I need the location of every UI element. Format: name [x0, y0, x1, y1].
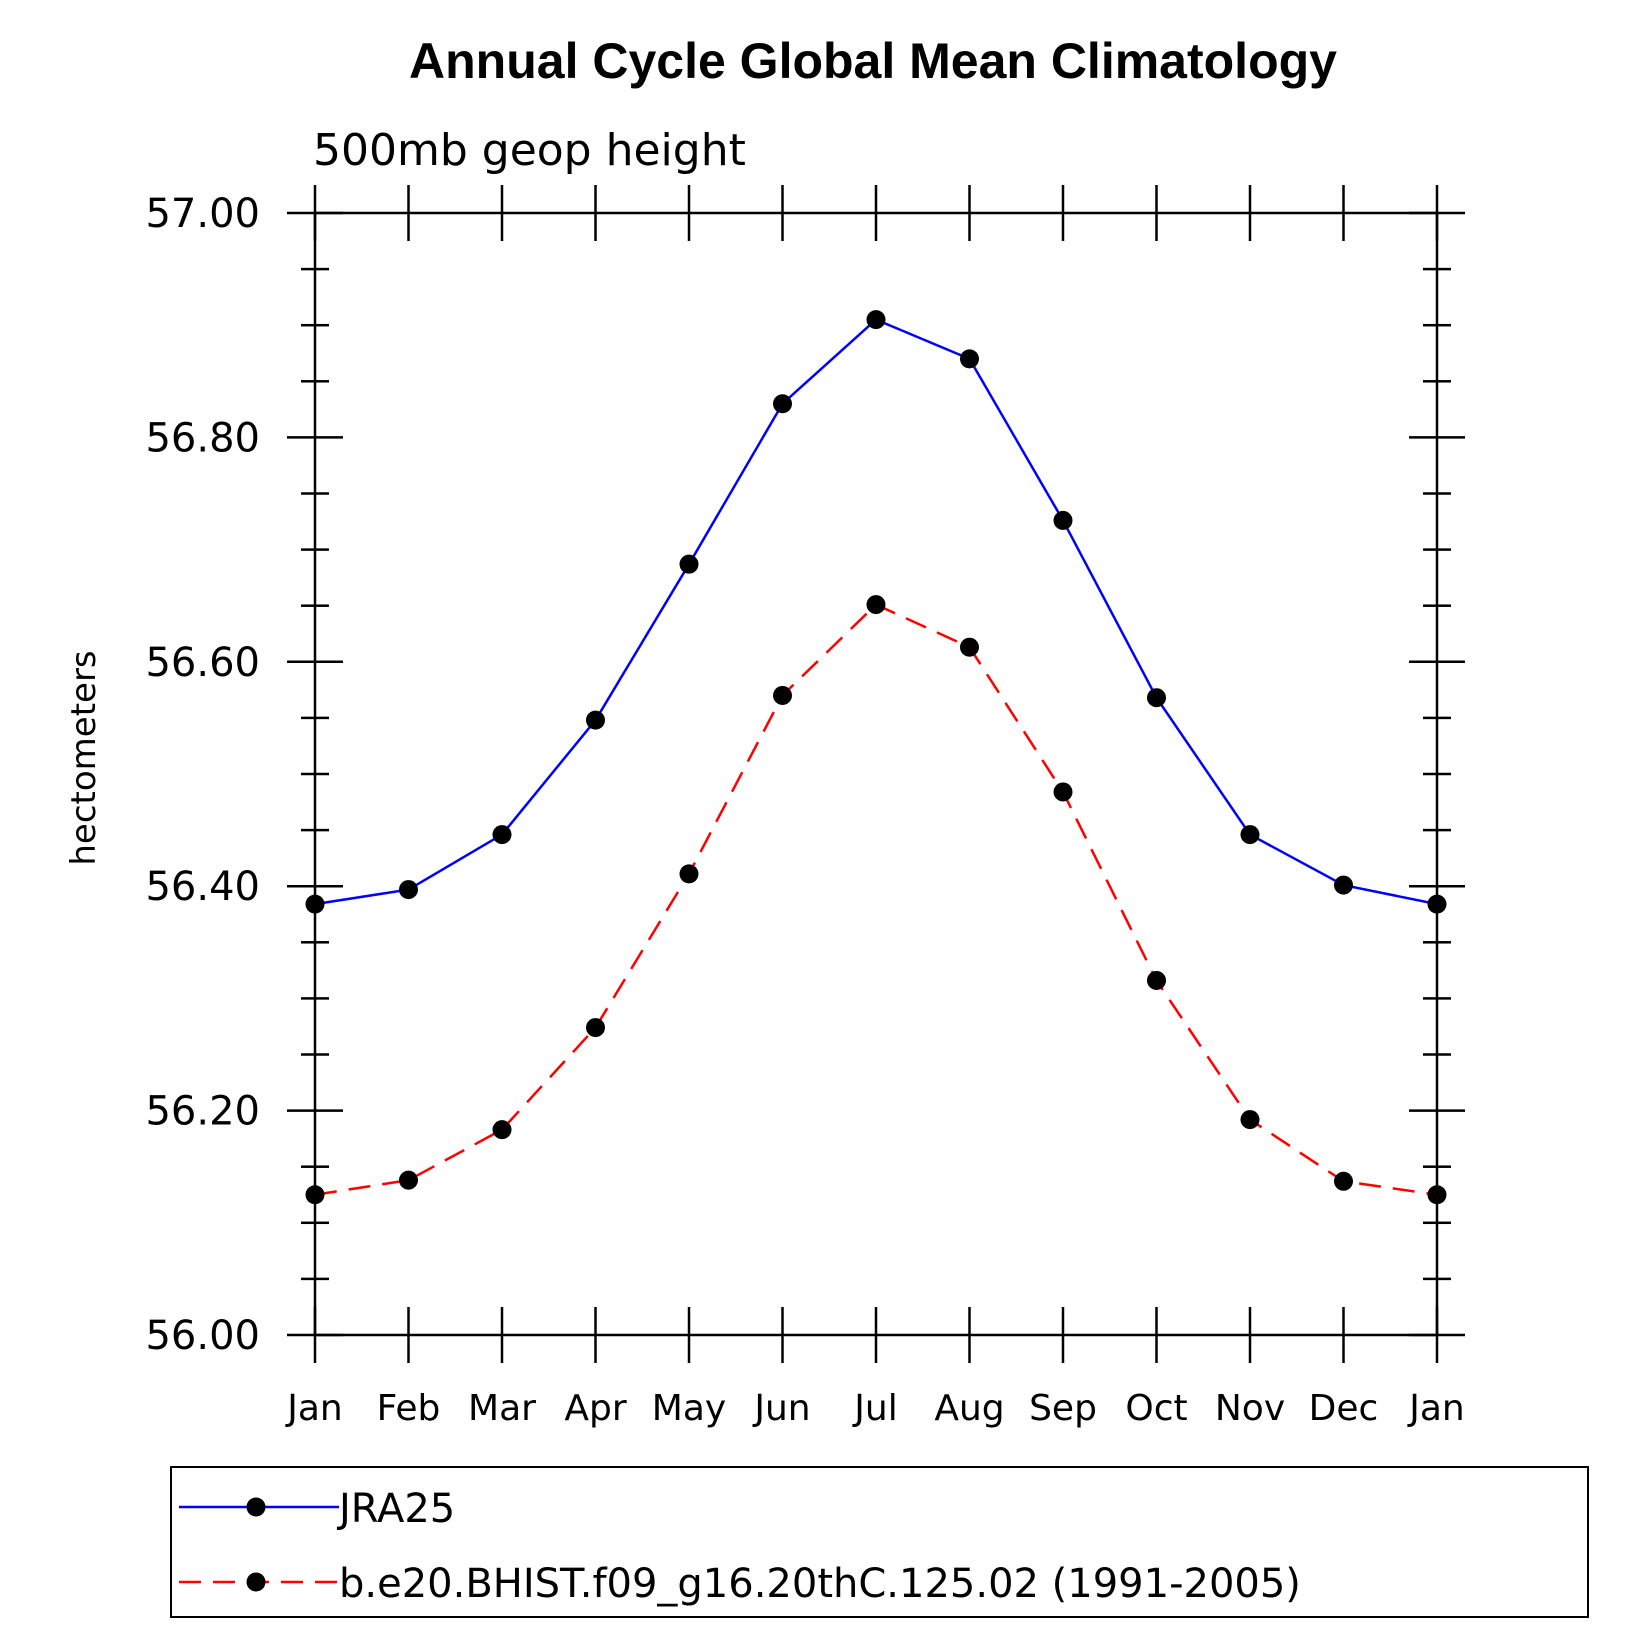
- x-tick-label: Aug: [934, 1388, 1004, 1429]
- data-point: [1240, 1110, 1260, 1130]
- data-point: [866, 595, 886, 615]
- data-point: [1240, 825, 1260, 845]
- x-tick-label: Feb: [377, 1388, 441, 1429]
- chart-subtitle: 500mb geop height: [313, 125, 746, 176]
- legend-label: JRA25: [336, 1486, 455, 1532]
- data-point: [1147, 688, 1166, 708]
- data-point: [586, 1018, 605, 1038]
- data-point: [866, 310, 886, 330]
- data-point: [960, 349, 979, 369]
- data-point: [399, 1170, 418, 1190]
- x-tick-label: Sep: [1029, 1388, 1097, 1429]
- x-tick-label: Mar: [468, 1388, 536, 1429]
- data-point: [773, 685, 792, 705]
- y-tick-label: 56.40: [145, 864, 260, 910]
- legend: JRA25 b.e20.BHIST.f09_g16.20thC.125.02 (1…: [170, 1466, 1589, 1618]
- x-tick-label: Jan: [1407, 1388, 1465, 1429]
- data-point: [1053, 510, 1073, 530]
- y-tick-label: 56.80: [145, 415, 260, 461]
- data-point: [1427, 1185, 1447, 1205]
- data-point: [1334, 1171, 1353, 1191]
- data-point: [492, 825, 512, 845]
- x-tick-label: Jul: [852, 1388, 897, 1429]
- data-point: [1334, 875, 1353, 895]
- legend-label: b.e20.BHIST.f09_g16.20thC.125.02 (1991-2…: [339, 1561, 1301, 1607]
- data-point: [1053, 782, 1073, 802]
- data-point: [492, 1120, 512, 1140]
- x-tick-label: Dec: [1309, 1388, 1379, 1429]
- data-point: [586, 710, 605, 730]
- legend-marker: [246, 1497, 266, 1517]
- x-tick-label: Jun: [752, 1388, 810, 1429]
- x-tick-label: Jan: [285, 1388, 343, 1429]
- y-tick-label: 56.60: [145, 640, 260, 686]
- y-tick-label: 56.00: [145, 1313, 260, 1359]
- x-tick-label: May: [652, 1388, 726, 1429]
- x-tick-label: Oct: [1125, 1388, 1187, 1429]
- x-tick-label: Apr: [564, 1388, 626, 1429]
- data-point: [305, 894, 325, 914]
- chart-title: Annual Cycle Global Mean Climatology: [409, 33, 1337, 89]
- data-point: [773, 394, 792, 414]
- data-point: [1427, 894, 1447, 914]
- series-line: [314, 603, 1438, 1196]
- legend-box: [170, 1466, 1589, 1618]
- data-point: [1147, 970, 1166, 990]
- data-point: [305, 1185, 325, 1205]
- x-tick-label: Nov: [1215, 1388, 1285, 1429]
- data-point: [399, 880, 418, 900]
- legend-marker: [246, 1572, 266, 1592]
- data-point: [679, 554, 699, 574]
- data-point: [679, 864, 699, 884]
- y-axis-label: hectometers: [64, 650, 104, 865]
- plot-frame: [313, 211, 1439, 1337]
- plot-area: 56.00 56.20 56.40 56.60 56.80 57.00 Jan Feb Mar A…: [145, 185, 1465, 1429]
- y-tick-label: 56.20: [145, 1089, 260, 1135]
- data-point: [960, 637, 979, 657]
- y-tick-label: 57.00: [145, 191, 260, 237]
